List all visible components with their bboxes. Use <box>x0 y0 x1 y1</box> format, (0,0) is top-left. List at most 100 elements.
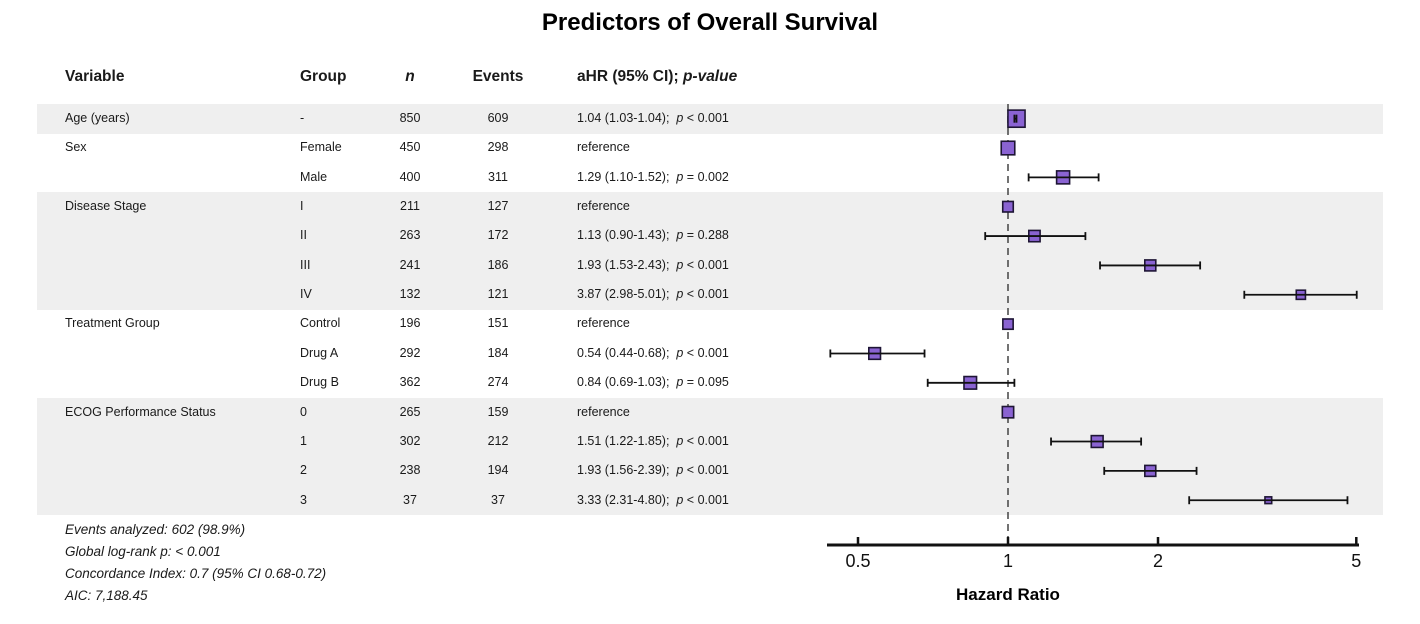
ahr-estimate-text: 0.84 (0.69-1.03); <box>577 375 670 390</box>
p-value-text: < 0.001 <box>683 111 729 125</box>
cell-ahr: reference <box>577 133 630 162</box>
cell-group: 2 <box>300 463 307 478</box>
cell-events: 212 <box>487 433 509 448</box>
axis-tick-label: 0.5 <box>845 551 871 571</box>
p-value-text: < 0.001 <box>683 463 729 478</box>
p-symbol: p <box>676 463 684 478</box>
cell-group: Drug B <box>300 375 339 390</box>
cell-variable: Age (years) <box>65 111 130 125</box>
row-band <box>37 104 1383 134</box>
cell-ahr: 0.84 (0.69-1.03); p = 0.095 <box>577 368 729 397</box>
row-band <box>37 426 1383 457</box>
cell-n: 302 <box>399 433 421 448</box>
ahr-estimate-text: 3.33 (2.31-4.80); <box>577 492 670 507</box>
cell-group: IV <box>300 287 312 302</box>
cell-ahr: 3.33 (2.31-4.80); p < 0.001 <box>577 486 729 515</box>
cell-n: 196 <box>399 316 421 331</box>
p-value-text: < 0.001 <box>683 257 729 272</box>
column-header-ahr: aHR (95% CI); p-value <box>577 64 737 90</box>
row-band <box>37 485 1383 516</box>
cell-group: 0 <box>300 404 307 419</box>
p-symbol: p <box>676 111 684 125</box>
cell-events: 186 <box>487 257 509 272</box>
p-symbol: p <box>676 492 684 507</box>
cell-n: 362 <box>399 375 421 390</box>
cell-n: 263 <box>399 228 421 243</box>
ahr-estimate-text: reference <box>577 140 630 155</box>
cell-events: 151 <box>487 316 509 331</box>
hr-marker <box>1055 170 1071 185</box>
p-value-text: < 0.001 <box>683 345 729 360</box>
ahr-estimate-text: reference <box>577 404 630 419</box>
cell-ahr: reference <box>577 398 630 427</box>
cell-n: 132 <box>399 287 421 302</box>
cell-group: Male <box>300 169 328 184</box>
p-value-text: < 0.001 <box>683 492 729 507</box>
cell-n: 850 <box>399 111 421 125</box>
cell-ahr: 1.13 (0.90-1.43); p = 0.288 <box>577 221 729 250</box>
p-symbol: p <box>676 345 684 360</box>
ahr-estimate-text: 1.04 (1.03-1.04); <box>577 111 670 125</box>
cell-n: 238 <box>399 463 421 478</box>
p-symbol: p <box>676 287 684 302</box>
axis-tick-label: 1 <box>1002 551 1013 571</box>
cell-group: I <box>300 199 304 214</box>
cell-ahr: 1.93 (1.56-2.39); p < 0.001 <box>577 456 729 485</box>
cell-ahr: 0.54 (0.44-0.68); p < 0.001 <box>577 339 729 368</box>
p-symbol: p <box>676 257 684 272</box>
column-header-n: n <box>405 68 415 85</box>
cell-variable: Treatment Group <box>65 316 160 331</box>
cell-group: Control <box>300 316 341 331</box>
column-header-variable: Variable <box>65 68 125 85</box>
p-value-text: < 0.001 <box>683 287 729 302</box>
ahr-estimate-text: 3.87 (2.98-5.01); <box>577 287 670 302</box>
cell-n: 400 <box>399 169 421 184</box>
cell-events: 311 <box>488 169 508 184</box>
ahr-estimate-text: 1.93 (1.53-2.43); <box>577 257 670 272</box>
cell-events: 609 <box>487 111 509 125</box>
x-axis-label: Hazard Ratio <box>956 585 1060 604</box>
ahr-estimate-text: 1.93 (1.56-2.39); <box>577 463 670 478</box>
hr-marker <box>1002 318 1014 331</box>
cell-variable: ECOG Performance Status <box>65 404 216 419</box>
cell-events: 159 <box>487 404 509 419</box>
cell-n: 450 <box>399 140 421 155</box>
p-symbol: p <box>676 433 684 448</box>
cell-ahr: reference <box>577 309 630 338</box>
axis-tick-label: 5 <box>1351 551 1362 571</box>
footer-note: Concordance Index: 0.7 (95% CI 0.68-0.72… <box>65 566 327 581</box>
cell-events: 121 <box>487 287 509 302</box>
column-header-group: Group <box>300 68 347 85</box>
footer-note: Global log-rank p: < 0.001 <box>65 544 221 559</box>
row-band <box>37 280 1383 310</box>
row-band <box>37 221 1383 252</box>
chart-title: Predictors of Overall Survival <box>541 9 879 36</box>
row-band <box>37 397 1383 428</box>
cell-variable: Disease Stage <box>65 199 147 214</box>
cell-n: 292 <box>399 345 421 360</box>
hr-marker <box>868 346 882 361</box>
ahr-estimate-text: reference <box>577 199 630 214</box>
ahr-estimate-text: 0.54 (0.44-0.68); <box>577 345 670 360</box>
cell-group: III <box>300 257 311 272</box>
cell-events: 37 <box>491 492 505 507</box>
cell-variable: Sex <box>65 140 87 155</box>
cell-ahr: 1.04 (1.03-1.04); p < 0.001 <box>577 104 729 133</box>
ahr-estimate-text: 1.13 (0.90-1.43); <box>577 228 670 243</box>
ahr-estimate-text: reference <box>577 316 630 331</box>
cell-n: 211 <box>400 199 420 214</box>
cell-group: 3 <box>300 492 307 507</box>
p-symbol: p <box>676 169 684 184</box>
cell-events: 274 <box>487 375 509 390</box>
ahr-estimate-text: 1.51 (1.22-1.85); <box>577 433 670 448</box>
cell-group: II <box>300 228 307 243</box>
footer-note: AIC: 7,188.45 <box>65 588 148 603</box>
p-value-text: < 0.001 <box>683 433 729 448</box>
cell-events: 127 <box>487 199 509 214</box>
p-value-text: = 0.288 <box>683 228 729 243</box>
cell-events: 194 <box>487 463 509 478</box>
cell-ahr: 1.29 (1.10-1.52); p = 0.002 <box>577 163 729 192</box>
cell-ahr: 1.93 (1.53-2.43); p < 0.001 <box>577 251 729 280</box>
cell-ahr: 3.87 (2.98-5.01); p < 0.001 <box>577 280 729 309</box>
